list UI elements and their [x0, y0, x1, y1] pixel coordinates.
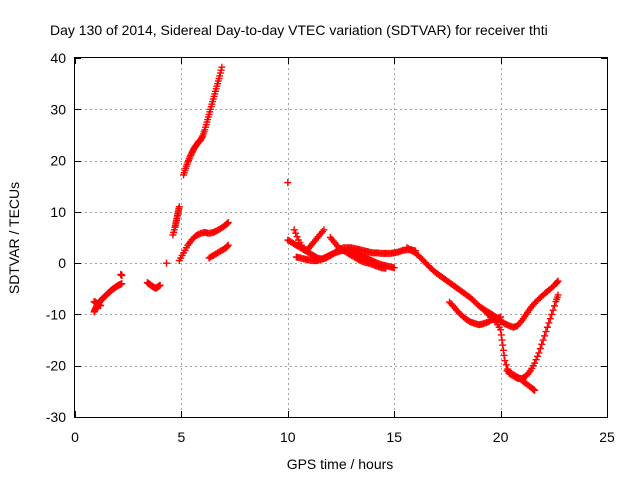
data-point	[118, 280, 126, 288]
data-point	[538, 340, 546, 348]
data-point	[293, 233, 301, 241]
series-arc-1	[90, 280, 126, 316]
y-tick-label: 30	[50, 101, 66, 117]
data-point	[499, 341, 507, 349]
data-point	[186, 153, 194, 161]
series-arc-6	[169, 203, 183, 239]
data-point	[292, 229, 300, 237]
data-point	[502, 361, 510, 369]
x-tick-label: 15	[386, 429, 402, 445]
data-point	[535, 349, 543, 357]
data-point	[549, 306, 557, 314]
data-point	[501, 357, 509, 365]
data-point	[532, 356, 540, 364]
data-point	[554, 277, 562, 285]
series-arc-14	[326, 234, 390, 272]
data-point	[536, 345, 544, 353]
y-tick-label: 0	[58, 255, 66, 271]
y-tick-label: -20	[46, 358, 66, 374]
data-point	[541, 332, 549, 340]
x-tick-label: 5	[178, 429, 186, 445]
x-tick-label: 0	[71, 429, 79, 445]
data-point	[498, 336, 506, 344]
x-tick-label: 20	[493, 429, 509, 445]
data-point	[218, 63, 226, 71]
series-arc-17	[480, 291, 562, 383]
data-point	[546, 315, 554, 323]
data-point	[156, 281, 164, 289]
y-tick-label: 10	[50, 204, 66, 220]
data-point	[118, 271, 126, 279]
data-point	[531, 359, 539, 367]
series-arc-5	[163, 259, 171, 267]
data-point	[539, 336, 547, 344]
plot-frame	[74, 57, 608, 418]
data-point	[548, 310, 556, 318]
data-points	[90, 63, 562, 394]
series-arc-12	[292, 246, 398, 272]
series-arc-15	[403, 244, 562, 331]
series-arc-7	[180, 63, 226, 179]
data-point	[542, 328, 550, 336]
y-axis-label: SDTVAR / TECUs	[6, 182, 22, 294]
series-arc-13	[290, 226, 328, 254]
series-arc-8	[175, 219, 232, 265]
data-point	[175, 203, 183, 211]
data-point	[320, 226, 328, 234]
data-point	[551, 302, 559, 310]
x-tick-label: 25	[599, 429, 615, 445]
series-arc-10	[284, 179, 292, 187]
data-point	[390, 264, 398, 272]
data-point	[290, 226, 298, 234]
data-point	[97, 302, 105, 310]
y-tick-label: -30	[46, 409, 66, 425]
x-axis-label: GPS time / hours	[287, 456, 394, 472]
data-point	[497, 326, 505, 334]
data-point	[500, 351, 508, 359]
data-point	[531, 386, 539, 394]
data-point	[553, 278, 561, 286]
chart-title: Day 130 of 2014, Sidereal Day-to-day VTE…	[50, 22, 548, 38]
data-point	[284, 179, 292, 187]
data-point	[382, 264, 390, 272]
series-arc-4	[143, 279, 164, 292]
data-point	[499, 346, 507, 354]
data-point	[198, 133, 206, 141]
series-arc-18	[503, 367, 539, 394]
data-point	[163, 259, 171, 267]
y-tick-label: 20	[50, 153, 66, 169]
data-point	[497, 313, 505, 321]
grid-lines	[75, 58, 607, 417]
data-point	[543, 323, 551, 331]
data-point	[554, 291, 562, 299]
x-tick-label: 10	[280, 429, 296, 445]
series-arc-3	[117, 270, 126, 279]
data-point	[497, 331, 505, 339]
data-point	[224, 219, 232, 227]
y-tick-label: 40	[50, 50, 66, 66]
data-point	[224, 241, 232, 249]
data-point	[224, 242, 232, 250]
data-point	[187, 151, 195, 159]
series-arc-9	[205, 241, 232, 262]
series-arc-2	[90, 298, 105, 310]
y-tick-label: -10	[46, 306, 66, 322]
data-point	[545, 319, 553, 327]
data-point	[533, 352, 541, 360]
